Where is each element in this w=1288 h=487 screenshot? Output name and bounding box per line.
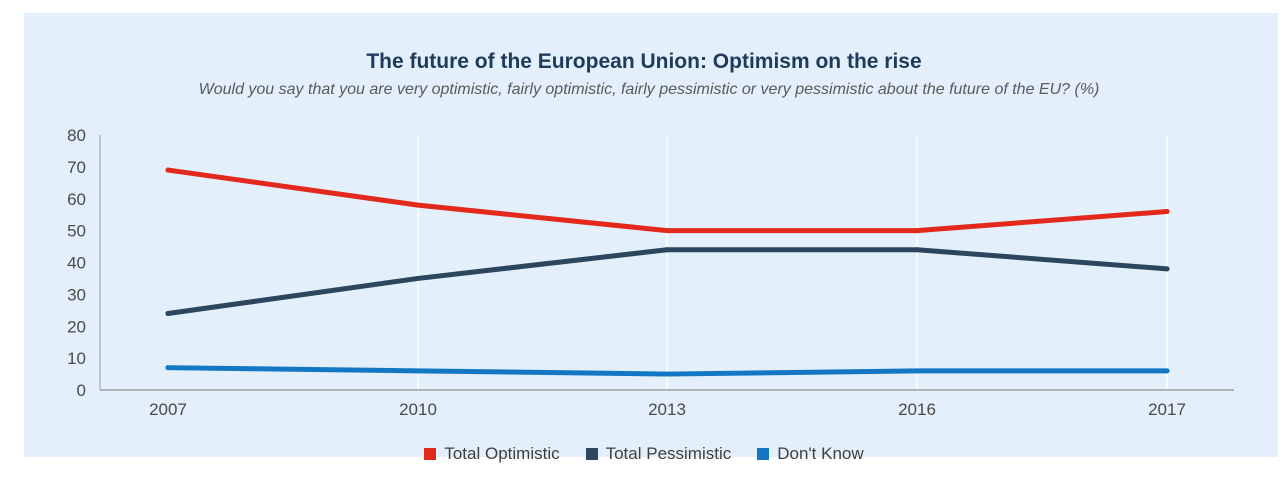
legend-item-total-optimistic: Total Optimistic — [424, 444, 560, 464]
y-tick-label-20: 20 — [67, 317, 86, 336]
y-tick-label-80: 80 — [67, 126, 86, 145]
legend: Total Optimistic Total Pessimistic Don't K… — [0, 444, 1288, 464]
data-point-don-t-know-2007 — [165, 365, 171, 371]
data-point-total-pessimistic-2016 — [914, 247, 920, 253]
y-tick-label-70: 70 — [67, 158, 86, 177]
data-point-total-optimistic-2010 — [415, 202, 421, 208]
legend-item-total-pessimistic: Total Pessimistic — [585, 444, 732, 464]
data-point-total-pessimistic-2010 — [415, 275, 421, 281]
x-tick-label-2010: 2010 — [399, 400, 437, 419]
data-point-total-pessimistic-2017 — [1164, 266, 1170, 272]
data-point-total-optimistic-2016 — [914, 228, 920, 234]
y-tick-label-40: 40 — [67, 254, 86, 273]
data-point-total-optimistic-2017 — [1164, 209, 1170, 214]
data-point-don-t-know-2010 — [415, 368, 421, 374]
legend-swatch-don-t-know — [757, 448, 770, 460]
data-point-total-pessimistic-2013 — [664, 247, 670, 253]
legend-swatch-total-pessimistic — [585, 448, 598, 460]
chart-subtitle: Would you say that you are very optimist… — [198, 81, 1100, 98]
legend-label-don-t-know: Don't Know — [777, 444, 864, 463]
data-point-don-t-know-2016 — [914, 368, 920, 374]
data-point-total-optimistic-2013 — [664, 228, 670, 234]
y-tick-label-10: 10 — [67, 349, 86, 368]
y-tick-label-0: 0 — [77, 381, 86, 400]
chart-title: The future of the European Union: Optimi… — [366, 50, 922, 73]
x-tick-label-2013: 2013 — [648, 400, 686, 419]
legend-item-don-t-know: Don't Know — [757, 444, 864, 464]
data-point-don-t-know-2013 — [664, 371, 670, 377]
y-tick-label-30: 30 — [67, 285, 86, 304]
data-point-don-t-know-2017 — [1164, 368, 1170, 374]
x-tick-label-2007: 2007 — [149, 400, 187, 419]
legend-label-total-optimistic: Total Optimistic — [444, 444, 560, 463]
chart-panel — [24, 13, 1278, 457]
y-tick-label-50: 50 — [67, 222, 86, 241]
data-point-total-optimistic-2007 — [165, 167, 171, 173]
x-tick-label-2017: 2017 — [1148, 400, 1186, 419]
x-tick-label-2016: 2016 — [898, 400, 936, 419]
data-point-total-pessimistic-2007 — [165, 311, 171, 316]
legend-label-total-pessimistic: Total Pessimistic — [605, 444, 732, 463]
legend-swatch-total-optimistic — [424, 448, 437, 460]
y-tick-label-60: 60 — [67, 190, 86, 209]
